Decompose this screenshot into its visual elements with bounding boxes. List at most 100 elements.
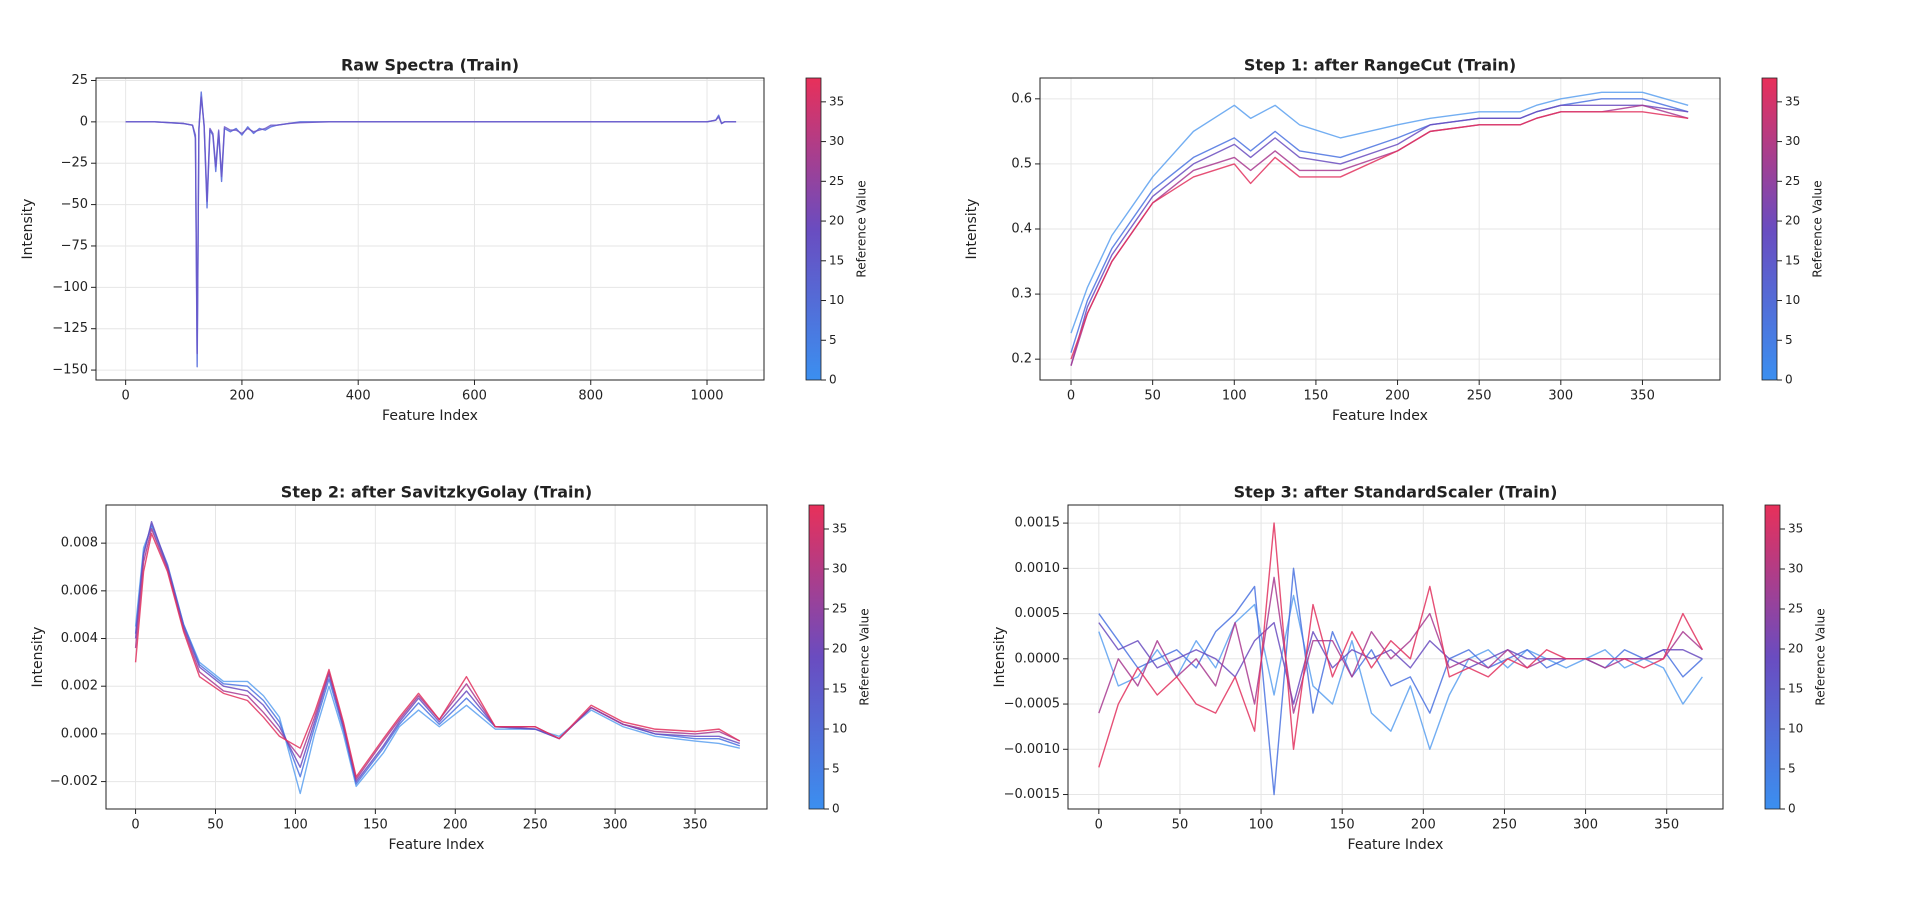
x-axis-label: Feature Index [1332, 408, 1428, 424]
colorbar-label: Reference Value [855, 180, 869, 277]
colorbar-tick-label: 0 [1788, 802, 1796, 816]
x-tick-label: 100 [283, 818, 308, 833]
y-tick-label: 25 [71, 73, 88, 88]
plot-frame [105, 504, 768, 810]
colorbar-label: Reference Value [858, 608, 872, 705]
x-tick-label: 50 [1144, 389, 1161, 404]
colorbar-tick-label: 10 [832, 722, 847, 736]
colorbar-tick-label: 20 [1788, 642, 1803, 656]
y-tick-label: 0.000 [61, 726, 98, 741]
x-tick-label: 0 [131, 818, 139, 833]
spectrum-line [134, 523, 741, 785]
spectrum-line [125, 91, 737, 368]
spectrum-line [1070, 111, 1689, 360]
colorbar-tick-label: 15 [829, 253, 844, 267]
x-axis-label: Feature Index [382, 408, 478, 424]
spectrum-line [134, 532, 741, 778]
x-tick-label: 250 [1492, 818, 1517, 833]
y-tick-label: −75 [61, 238, 88, 253]
spectrum-line [1098, 621, 1703, 705]
colorbar-tick-label: 10 [1785, 293, 1800, 307]
colorbar-tick-label: 25 [1785, 174, 1800, 188]
colorbar-tick-label: 30 [832, 562, 847, 576]
y-tick-label: 0.008 [61, 536, 98, 551]
x-axis-label: Feature Index [389, 837, 485, 853]
colorbar-tick-label: 25 [832, 602, 847, 616]
y-tick-label: 0.0010 [1015, 561, 1061, 576]
colorbar-tick-label: 5 [1788, 762, 1796, 776]
spectrum-line [1070, 98, 1689, 353]
colorbar-tick-label: 30 [829, 134, 844, 148]
x-tick-label: 250 [523, 818, 548, 833]
y-tick-label: 0.2 [1011, 352, 1032, 367]
x-tick-label: 350 [1654, 818, 1679, 833]
spectrum-line [1070, 91, 1689, 334]
colorbar-tick-label: 10 [1788, 722, 1803, 736]
y-tick-label: −50 [61, 197, 88, 212]
x-tick-label: 300 [1573, 818, 1598, 833]
x-tick-label: 400 [346, 389, 371, 404]
y-tick-label: 0.5 [1011, 156, 1032, 171]
x-tick-label: 300 [1548, 389, 1573, 404]
colorbar [1764, 504, 1781, 810]
spectrum-line [1098, 594, 1703, 750]
x-tick-label: 0 [1067, 389, 1075, 404]
x-tick-label: 0 [1095, 818, 1103, 833]
x-tick-label: 350 [1630, 389, 1655, 404]
x-tick-label: 100 [1222, 389, 1247, 404]
colorbar-label: Reference Value [1814, 608, 1828, 705]
x-tick-label: 600 [462, 389, 487, 404]
colorbar-tick-label: 15 [1785, 253, 1800, 267]
chart-title: Step 1: after RangeCut (Train) [1244, 56, 1516, 75]
plot-frame [95, 77, 765, 381]
colorbar-tick-label: 5 [1785, 333, 1793, 347]
x-tick-label: 50 [1172, 818, 1189, 833]
spectrum-line [1098, 576, 1703, 714]
y-tick-label: −125 [52, 321, 88, 336]
chart-title: Step 3: after StandardScaler (Train) [1234, 483, 1558, 502]
plot-frame [1067, 504, 1724, 810]
y-tick-label: 0.0005 [1015, 606, 1061, 621]
colorbar [1761, 77, 1778, 381]
y-axis-label: Intensity [30, 627, 46, 688]
colorbar-tick-label: 20 [832, 642, 847, 656]
chart-title: Step 2: after SavitzkyGolay (Train) [281, 483, 592, 502]
x-tick-label: 800 [578, 389, 603, 404]
spectrum-line [125, 96, 737, 355]
colorbar-tick-label: 35 [1785, 94, 1800, 108]
colorbar-tick-label: 20 [1785, 214, 1800, 228]
x-tick-label: 0 [122, 389, 130, 404]
spectrum-line [1098, 522, 1704, 768]
x-tick-label: 250 [1467, 389, 1492, 404]
colorbar-tick-label: 0 [832, 802, 840, 816]
x-tick-label: 350 [683, 818, 708, 833]
y-tick-label: 0.6 [1011, 91, 1032, 106]
x-tick-label: 1000 [690, 389, 723, 404]
y-axis-label: Intensity [964, 199, 980, 260]
colorbar-tick-label: 35 [1788, 522, 1803, 536]
y-tick-label: 0.004 [61, 631, 98, 646]
colorbar-tick-label: 25 [1788, 602, 1803, 616]
colorbar-tick-label: 15 [832, 682, 847, 696]
x-tick-label: 100 [1249, 818, 1274, 833]
colorbar-label: Reference Value [1811, 180, 1825, 277]
y-tick-label: 0.006 [61, 583, 98, 598]
y-tick-label: −25 [61, 156, 88, 171]
x-tick-label: 150 [1304, 389, 1329, 404]
x-tick-label: 150 [363, 818, 388, 833]
x-tick-label: 150 [1330, 818, 1355, 833]
colorbar-tick-label: 25 [829, 174, 844, 188]
x-tick-label: 50 [207, 818, 224, 833]
y-tick-label: −0.0010 [1004, 742, 1060, 757]
colorbar-tick-label: 15 [1788, 682, 1803, 696]
y-tick-label: 0.3 [1011, 287, 1032, 302]
colorbar-tick-label: 30 [1785, 134, 1800, 148]
spectrum-line [134, 528, 741, 780]
plot-frame [1039, 77, 1721, 381]
colorbar-tick-label: 35 [832, 522, 847, 536]
x-tick-label: 300 [603, 818, 628, 833]
y-tick-label: 0.0000 [1015, 651, 1061, 666]
y-axis-label: Intensity [20, 199, 36, 260]
y-tick-label: 0.0015 [1015, 516, 1061, 531]
